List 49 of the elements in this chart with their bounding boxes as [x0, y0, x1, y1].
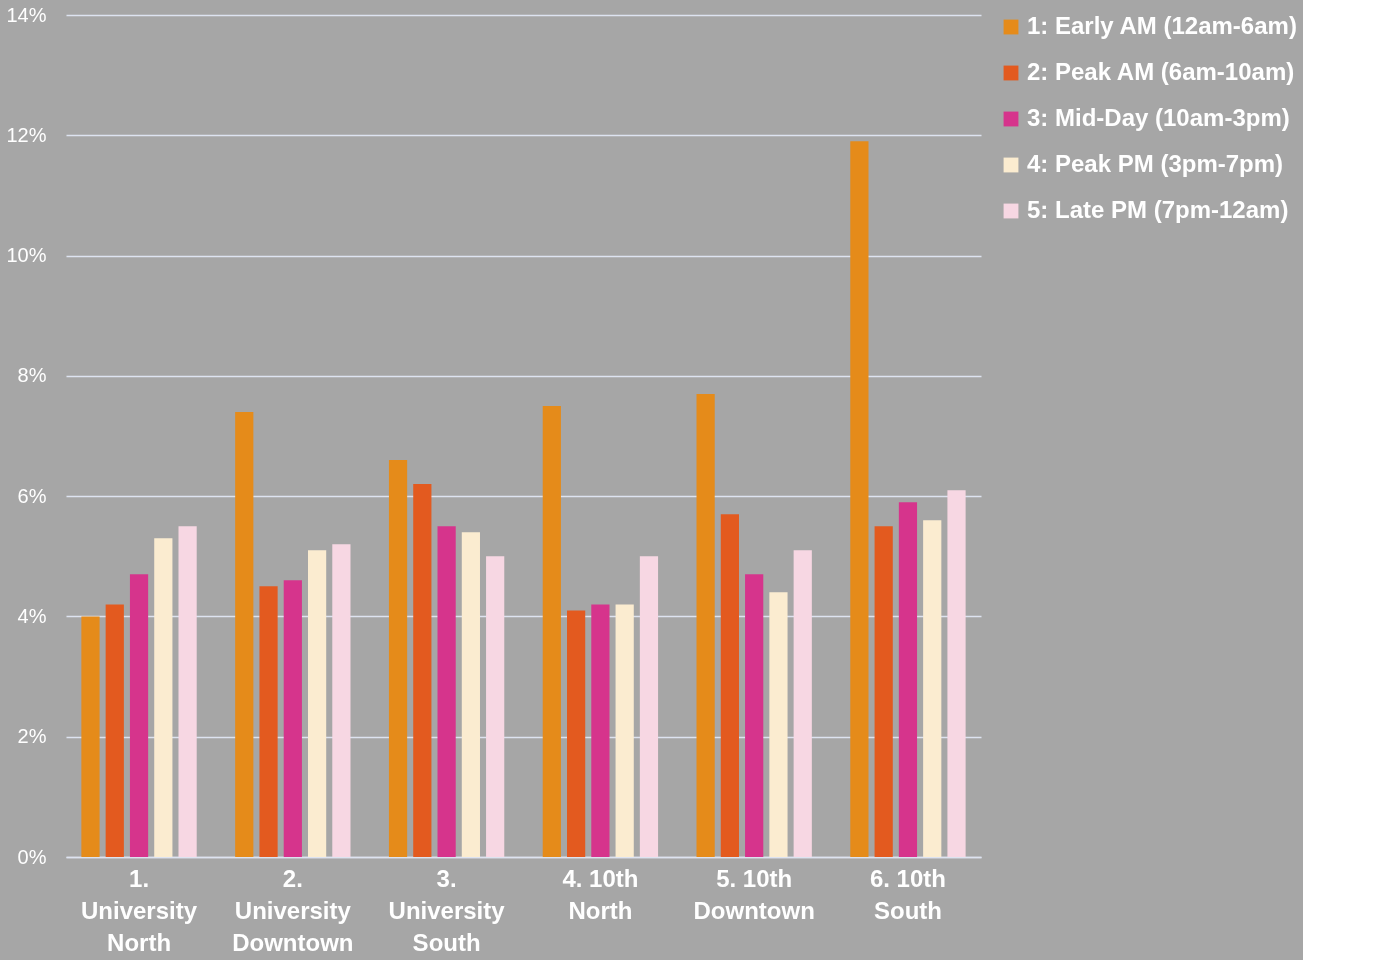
y-tick-label: 0% — [17, 845, 47, 868]
legend-label: 3: Mid-Day (10am-3pm) — [1027, 104, 1290, 131]
bar — [874, 526, 893, 857]
legend-label: 4: Peak PM (3pm-7pm) — [1027, 150, 1284, 177]
bar — [308, 550, 327, 857]
bar — [413, 484, 432, 857]
bar — [567, 610, 586, 857]
bar — [81, 616, 100, 857]
bar — [850, 141, 869, 857]
x-tick-label: 5. 10th Downtown — [693, 864, 815, 924]
x-tick-label: 6. 10th South — [869, 864, 946, 924]
x-tick-label: 4. 10th North — [562, 864, 639, 924]
x-tick-label: 2. University Downtown — [232, 864, 354, 956]
bar — [461, 532, 480, 857]
bar — [923, 520, 942, 857]
bar — [332, 544, 351, 857]
legend-label: 1: Early AM (12am-6am) — [1027, 12, 1297, 39]
y-tick-label: 4% — [17, 604, 47, 627]
y-tick-label: 12% — [6, 123, 47, 146]
bar — [437, 526, 456, 857]
bar — [793, 550, 812, 857]
bar — [639, 556, 659, 857]
bar — [129, 574, 149, 857]
bar — [947, 490, 966, 857]
bar — [769, 592, 788, 857]
bar — [898, 502, 918, 857]
y-tick-label: 14% — [6, 3, 47, 26]
y-tick-label: 10% — [6, 244, 47, 267]
bar — [259, 586, 278, 857]
bar — [542, 405, 561, 857]
bar — [486, 556, 505, 857]
legend-label: 5: Late PM (7pm-12am) — [1027, 196, 1289, 223]
y-tick-label: 2% — [17, 725, 47, 748]
bar — [178, 526, 197, 857]
x-tick-label: 1. University North — [81, 864, 198, 956]
bar — [105, 604, 124, 857]
bar — [591, 604, 610, 857]
bar — [235, 411, 254, 857]
x-tick-label: 3. University South — [388, 864, 506, 956]
bar — [615, 604, 634, 857]
bar — [388, 460, 408, 857]
bar — [696, 393, 715, 857]
y-tick-label: 8% — [17, 364, 47, 387]
y-tick-label: 6% — [17, 484, 47, 507]
bar — [154, 538, 173, 857]
bar — [745, 574, 764, 857]
legend-label: 2: Peak AM (6am-10am) — [1027, 58, 1295, 85]
bar — [283, 580, 302, 857]
bar — [720, 514, 739, 857]
